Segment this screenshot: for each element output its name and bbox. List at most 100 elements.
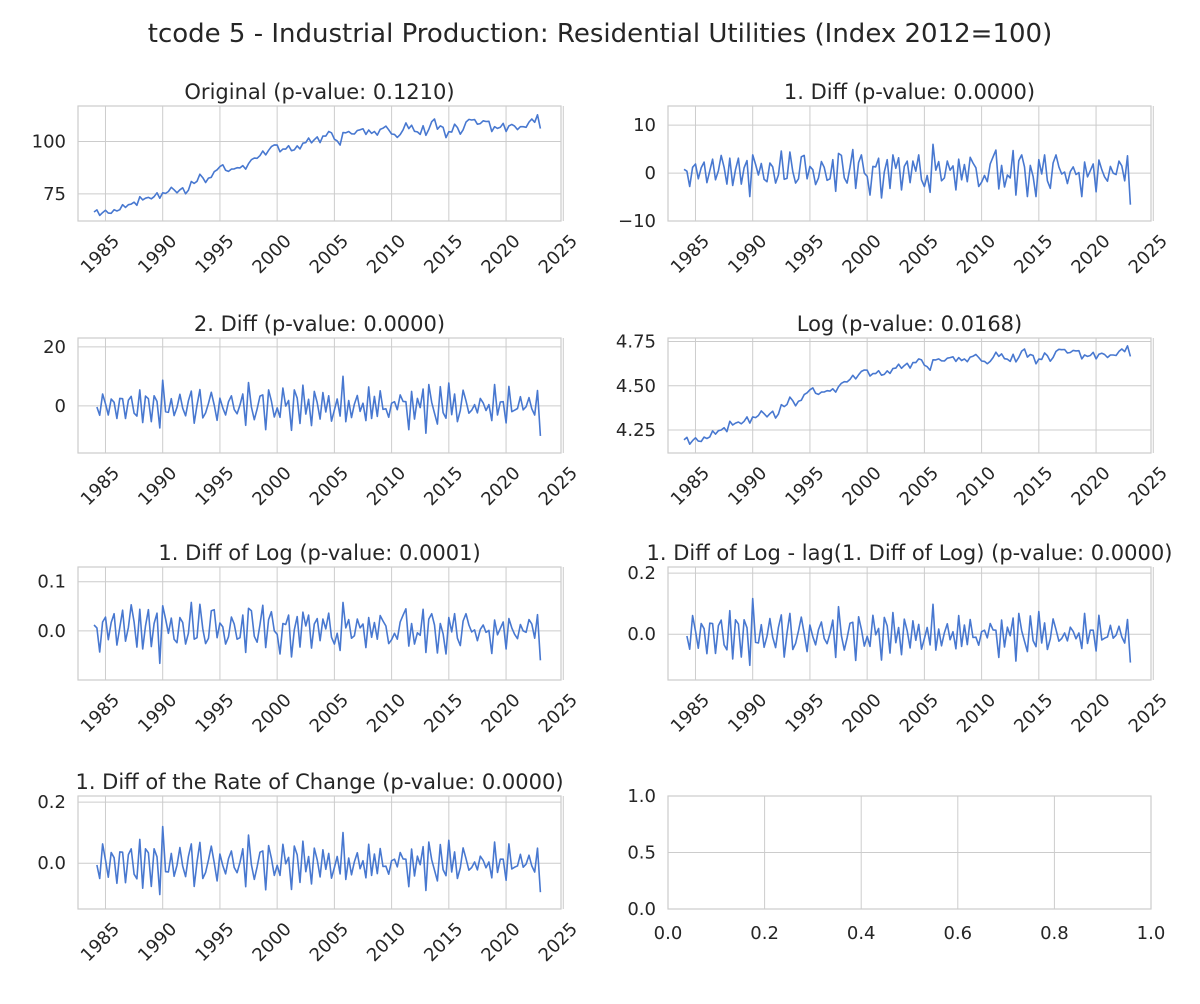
x-tick-label: 2005	[896, 231, 943, 278]
x-tick-label: 2000	[838, 690, 885, 737]
x-tick-label: 2015	[420, 463, 467, 510]
y-tick-label: 0.5	[627, 843, 656, 864]
subplot-6: 1985 1990 1995 2000 2005 2010 2015 2020 2025 0.0 0…	[627, 541, 1172, 737]
x-tick-label: 2000	[248, 919, 295, 966]
y-tick-label: 0.0	[627, 899, 656, 920]
x-tick-label: 2005	[306, 919, 353, 966]
x-tick-label: 0.8	[1040, 923, 1069, 944]
series-line	[96, 825, 542, 896]
y-tick-label: 0.0	[37, 621, 66, 642]
x-tick-label: 2015	[420, 919, 467, 966]
y-tick-label: 4.25	[616, 420, 656, 441]
x-tick-label: 2025	[535, 463, 582, 510]
y-tick-label: 10	[633, 115, 656, 136]
y-tick-label: 0.0	[37, 853, 66, 874]
x-tick-label: 2025	[535, 690, 582, 737]
x-tick-label: 1.0	[1137, 923, 1166, 944]
x-tick-label: 2015	[1010, 231, 1057, 278]
y-tick-label: 0.1	[37, 572, 66, 593]
x-tick-label: 2015	[420, 690, 467, 737]
x-tick-label: 2015	[420, 231, 467, 278]
series-line	[683, 143, 1132, 205]
x-tick-label: 2020	[477, 690, 524, 737]
x-tick-label: 0.2	[750, 923, 779, 944]
subplot-title: 1. Diff (p-value: 0.0000)	[784, 80, 1035, 104]
subplot-title: Original (p-value: 0.1210)	[184, 80, 454, 104]
x-tick-label: 2000	[248, 463, 295, 510]
x-tick-label: 2000	[838, 463, 885, 510]
subplot-title: Log (p-value: 0.0168)	[797, 312, 1023, 336]
x-tick-label: 1985	[667, 690, 714, 737]
subplot-4: 1985 1990 1995 2000 2005 2010 2015 2020 2025 4.25…	[616, 312, 1172, 510]
x-tick-label: 1995	[191, 463, 238, 510]
x-tick-label: 2020	[1067, 690, 1114, 737]
x-tick-label: 1995	[781, 463, 828, 510]
x-tick-label: 1985	[77, 919, 124, 966]
x-tick-label: 1995	[781, 231, 828, 278]
y-tick-label: 1.0	[627, 786, 656, 807]
plot-frame	[667, 337, 1152, 454]
x-tick-label: 1990	[724, 463, 771, 510]
x-tick-label: 1990	[134, 231, 181, 278]
x-tick-label: 1995	[191, 231, 238, 278]
x-tick-label: 1995	[191, 690, 238, 737]
x-tick-label: 2005	[896, 690, 943, 737]
x-tick-label: 2025	[535, 231, 582, 278]
x-tick-label: 2000	[248, 690, 295, 737]
x-tick-label: 1985	[77, 231, 124, 278]
subplot-7: 1985 1990 1995 2000 2005 2010 2015 2020 2025 0.0 0…	[37, 770, 582, 966]
x-tick-label: 2010	[363, 231, 410, 278]
x-tick-label: 2025	[1125, 463, 1172, 510]
x-tick-label: 0.4	[847, 923, 876, 944]
x-tick-label: 1985	[667, 231, 714, 278]
x-tick-label: 2010	[363, 919, 410, 966]
x-tick-label: 1990	[134, 919, 181, 966]
series-line	[686, 597, 1132, 667]
y-tick-label: 75	[43, 184, 66, 205]
figure-suptitle: tcode 5 - Industrial Production: Residen…	[148, 19, 1052, 49]
x-tick-label: 2005	[306, 463, 353, 510]
series-line	[93, 601, 542, 665]
x-tick-label: 2010	[953, 690, 1000, 737]
plot-frame	[77, 105, 562, 222]
x-tick-label: 2020	[477, 919, 524, 966]
x-tick-label: 2010	[363, 463, 410, 510]
x-tick-label: 2015	[1010, 690, 1057, 737]
x-tick-label: 2025	[1125, 690, 1172, 737]
plot-frame	[77, 795, 562, 910]
subplot-title: 1. Diff of Log - lag(1. Diff of Log) (p-…	[647, 541, 1173, 565]
y-tick-label: 0	[645, 163, 656, 184]
x-tick-label: 2000	[248, 231, 295, 278]
y-tick-label: 0	[55, 396, 66, 417]
x-tick-label: 2000	[838, 231, 885, 278]
x-tick-label: 1985	[667, 463, 714, 510]
x-tick-label: 2005	[306, 231, 353, 278]
y-tick-label: 20	[43, 337, 66, 358]
subplot-title: 1. Diff of Log (p-value: 0.0001)	[158, 541, 480, 565]
subplot-1: 1985 1990 1995 2000 2005 2010 2015 2020 2025 75 10…	[32, 80, 582, 278]
x-tick-label: 0.0	[654, 923, 683, 944]
x-tick-label: 2010	[953, 463, 1000, 510]
y-tick-label: 4.50	[616, 376, 656, 397]
y-tick-label: 4.75	[616, 332, 656, 353]
x-tick-label: 2020	[477, 463, 524, 510]
y-tick-label: 0.0	[627, 624, 656, 645]
x-tick-label: 2005	[896, 463, 943, 510]
x-tick-label: 1990	[724, 231, 771, 278]
series-line	[93, 114, 542, 217]
x-tick-label: 1990	[134, 690, 181, 737]
y-tick-label: 0.2	[627, 563, 656, 584]
x-tick-label: 1995	[191, 919, 238, 966]
plot-frame	[667, 566, 1152, 681]
x-tick-label: 2025	[535, 919, 582, 966]
series-line	[683, 344, 1132, 446]
x-tick-label: 2015	[1010, 463, 1057, 510]
x-tick-label: 2020	[1067, 463, 1114, 510]
subplot-title: 1. Diff of the Rate of Change (p-value: …	[75, 770, 563, 794]
x-tick-label: 2005	[306, 690, 353, 737]
x-tick-label: 1985	[77, 463, 124, 510]
subplot-3: 1985 1990 1995 2000 2005 2010 2015 2020 2025 0 20 2…	[43, 312, 582, 510]
plot-frame	[77, 566, 562, 681]
